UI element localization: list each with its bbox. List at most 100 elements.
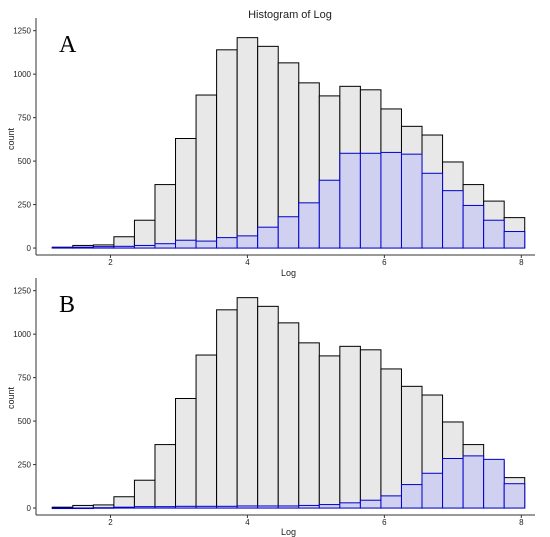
bar-subset [277,505,300,509]
bar-total [175,138,197,249]
bar-subset [154,243,177,249]
bar-subset [442,457,464,509]
x-tick-label: 6 [382,518,387,527]
bar-subset [51,247,74,249]
y-tick-label: 250 [18,461,32,470]
bar-total [236,297,259,509]
bar-total [113,496,135,509]
bar-total [216,309,238,509]
bar-total [380,368,402,509]
bar-subset [298,202,320,249]
panel-b: 0 250 500 750 1000 1250 2 4 6 8 Log count B [6,278,535,537]
bar-total [277,322,300,509]
y-tick-label: 750 [18,374,32,383]
bar-subset [318,179,341,249]
subset-bars [51,455,526,510]
subset-bars [51,151,526,249]
panel-label: B [59,292,75,318]
y-tick-label: 500 [18,417,32,426]
bar-subset [339,152,361,249]
bar-subset [236,235,259,249]
bar-total [154,444,177,509]
bar-subset [154,506,177,509]
bar-subset [380,151,402,249]
y-tick-label: 500 [18,157,32,166]
bar-subset [483,219,505,249]
bar-subset [113,506,135,509]
bar-total [154,184,177,249]
bar-total [359,349,382,509]
bar-subset [442,190,464,249]
bar-subset [92,246,115,249]
bar-subset [359,499,382,509]
bar-subset [483,458,505,509]
bar-subset [195,240,218,249]
x-axis-title: Log [281,527,296,537]
bar-subset [216,505,238,509]
y-tick-label: 750 [18,114,32,123]
bar-subset [113,245,135,249]
y-tick-label: 1250 [13,27,31,36]
x-tick-label: 4 [245,258,250,267]
bar-total [339,345,361,509]
chart-title: Histogram of Log [248,9,332,21]
y-tick-label: 1250 [13,287,31,296]
bar-total [133,219,156,249]
bar-total [175,398,197,509]
bar-total [298,342,320,509]
bar-total [216,49,238,249]
bar-total [195,94,218,249]
bar-subset [462,204,485,249]
x-tick-label: 6 [382,258,387,267]
x-axis-title: Log [281,268,296,278]
bar-subset [92,507,115,509]
bar-subset [503,231,526,249]
bar-subset [400,153,423,249]
bar-subset [298,504,320,509]
x-tick-label: 4 [245,518,250,527]
bar-total [133,479,156,509]
bar-total [236,37,259,249]
panel-a: 0 250 500 750 1000 1250 2 4 6 8 Log count A [6,18,535,278]
bar-subset [72,246,94,249]
y-axis-title: count [6,127,16,150]
y-tick-label: 1000 [13,70,31,79]
bar-subset [380,495,402,509]
bar-total [257,305,279,509]
y-tick-label: 250 [18,201,32,210]
bar-total [195,354,218,509]
bar-subset [318,504,341,509]
x-tick-label: 2 [108,258,113,267]
bar-total [318,355,341,509]
bar-subset [195,505,218,509]
y-tick-label: 1000 [13,330,31,339]
bar-subset [421,472,444,509]
bar-subset [462,455,485,509]
x-tick-label: 2 [108,518,113,527]
bar-subset [277,216,300,249]
bar-subset [359,152,382,249]
bar-subset [257,505,279,509]
bar-subset [175,239,197,249]
bar-subset [133,244,156,249]
panel-label: A [59,32,77,58]
bar-subset [216,237,238,249]
bar-subset [400,484,423,509]
bar-subset [51,507,74,510]
bar-subset [339,502,361,509]
bar-subset [72,507,94,510]
bar-subset [133,506,156,509]
x-tick-label: 8 [519,258,524,267]
bar-subset [503,483,526,509]
y-tick-label: 0 [27,244,32,253]
y-axis-title: count [6,386,16,409]
bar-subset [175,505,197,509]
bar-subset [421,172,444,249]
bar-total [257,45,279,249]
x-tick-label: 8 [519,518,524,527]
total-bars [51,297,526,509]
bar-subset [257,226,279,249]
y-tick-label: 0 [27,504,32,513]
bar-subset [236,505,259,509]
